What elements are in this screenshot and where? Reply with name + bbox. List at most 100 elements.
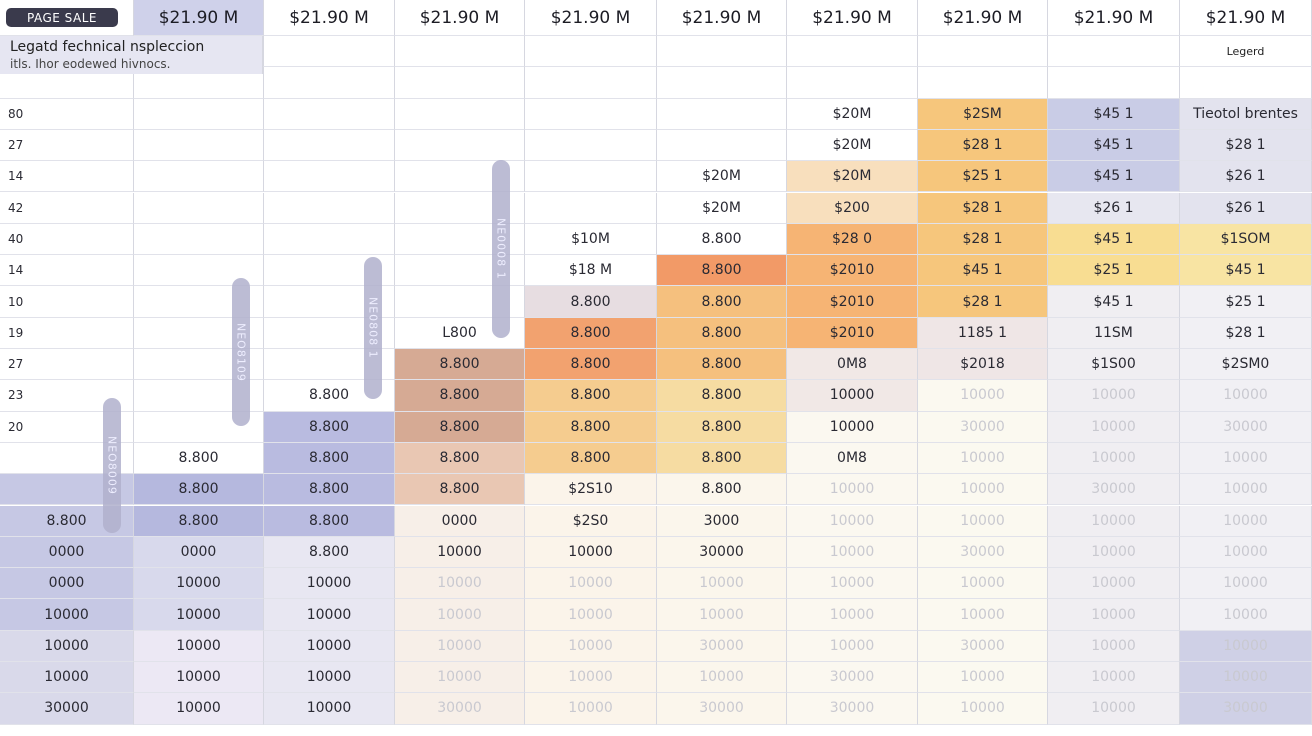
table-cell: $45 1 xyxy=(1048,286,1180,318)
table-cell: 10000 xyxy=(1048,442,1180,475)
table-cell: 10000 xyxy=(525,599,657,631)
table-cell: 10000 xyxy=(1180,568,1312,600)
table-cell xyxy=(525,129,657,162)
table-cell: 30000 xyxy=(657,536,787,569)
table-cell: 8.800 xyxy=(657,411,787,443)
series-marker: NEO8009 xyxy=(103,398,121,533)
table-cell: 10000 xyxy=(918,442,1048,475)
table-cell: $25 1 xyxy=(918,161,1048,193)
column-header[interactable]: $21.90 M xyxy=(918,0,1048,36)
table-cell: $45 1 xyxy=(1048,129,1180,162)
table-cell: 30000 xyxy=(918,630,1048,662)
column-header[interactable]: $21.90 M xyxy=(787,0,918,36)
table-cell: 10000 xyxy=(1180,599,1312,631)
table-cell: 30000 xyxy=(657,693,787,725)
table-cell: 0M8 xyxy=(787,349,918,381)
table-cell: $45 1 xyxy=(1180,255,1312,287)
table-cell xyxy=(134,161,264,193)
table-cell: 30000 xyxy=(0,693,134,725)
table-cell xyxy=(525,192,657,224)
table-cell: 8.800 xyxy=(657,349,787,381)
table-cell: 10000 xyxy=(1048,630,1180,662)
column-header[interactable]: $21.90 M xyxy=(395,0,525,36)
table-cell xyxy=(134,129,264,162)
table-cell xyxy=(918,36,1048,68)
table-cell: 10000 xyxy=(264,662,395,694)
table-cell: 8.800 xyxy=(657,286,787,318)
table-cell: $26 1 xyxy=(1048,192,1180,224)
table-cell: 8.800 xyxy=(657,442,787,475)
table-cell: 10000 xyxy=(657,568,787,600)
table-cell: 10000 xyxy=(918,568,1048,600)
table-cell: 30000 xyxy=(918,411,1048,443)
table-cell xyxy=(264,129,395,162)
table-cell: 30000 xyxy=(395,693,525,725)
table-cell: 10000 xyxy=(264,568,395,600)
table-cell: 8.800 xyxy=(657,255,787,287)
table-cell xyxy=(395,67,525,99)
table-cell xyxy=(134,223,264,256)
row-label: 10 xyxy=(0,286,134,318)
table-cell: 10000 xyxy=(1180,662,1312,694)
table-cell: 10000 xyxy=(1048,599,1180,631)
column-header[interactable]: $21.90 M xyxy=(264,0,395,36)
table-cell: $28 1 xyxy=(918,129,1048,162)
column-header[interactable]: $21.90 M xyxy=(1180,0,1312,36)
table-cell: 10000 xyxy=(525,536,657,569)
table-cell: 10000 xyxy=(918,693,1048,725)
table-cell: 10000 xyxy=(1180,536,1312,569)
table-cell xyxy=(525,67,657,99)
table-cell xyxy=(525,98,657,130)
table-cell: $45 1 xyxy=(1048,223,1180,256)
table-cell: 8.800 xyxy=(525,411,657,443)
table-cell: $28 1 xyxy=(918,286,1048,318)
table-cell: 8.800 xyxy=(525,286,657,318)
column-header[interactable]: $21.90 M xyxy=(1048,0,1180,36)
table-cell: 10000 xyxy=(1048,693,1180,725)
table-cell xyxy=(264,67,395,99)
table-cell xyxy=(657,129,787,162)
table-cell xyxy=(264,98,395,130)
column-header[interactable]: $21.90 M xyxy=(657,0,787,36)
table-cell: 8.800 xyxy=(525,380,657,412)
page-badge[interactable]: PAGE SALE xyxy=(6,8,118,27)
table-cell: $2018 xyxy=(918,349,1048,381)
table-cell: 10000 xyxy=(395,536,525,569)
table-cell xyxy=(657,67,787,99)
table-cell: Tieotol brentes xyxy=(1180,98,1312,130)
table-cell: 10000 xyxy=(657,662,787,694)
row-label: 14 xyxy=(0,161,134,193)
table-cell: $2SM0 xyxy=(1180,349,1312,381)
table-cell: 0M8 xyxy=(787,442,918,475)
table-cell: 0000 xyxy=(134,536,264,569)
table-cell: 8.800 xyxy=(264,442,395,475)
table-cell xyxy=(1180,67,1312,99)
table-cell: 10000 xyxy=(134,630,264,662)
column-header[interactable]: $21.90 M xyxy=(525,0,657,36)
row-label: 80 xyxy=(0,98,134,130)
table-cell: 30000 xyxy=(657,630,787,662)
series-marker: NE0008 1 xyxy=(492,160,510,338)
table-cell: 10000 xyxy=(787,536,918,569)
column-header[interactable]: $21.90 M xyxy=(134,0,264,36)
table-cell: 10000 xyxy=(787,411,918,443)
table-cell: 10000 xyxy=(1180,380,1312,412)
table-cell: 10000 xyxy=(1180,474,1312,506)
table-cell xyxy=(264,161,395,193)
table-cell: 10000 xyxy=(395,599,525,631)
table-cell: 8.800 xyxy=(134,442,264,475)
table-cell xyxy=(787,36,918,68)
table-cell: 8.800 xyxy=(395,349,525,381)
table-cell: $1SOM xyxy=(1180,223,1312,256)
table-cell: 10000 xyxy=(918,599,1048,631)
table-cell: 10000 xyxy=(657,599,787,631)
table-cell: 10000 xyxy=(264,693,395,725)
table-cell: $200 xyxy=(787,192,918,224)
table-cell: 10000 xyxy=(264,599,395,631)
table-cell xyxy=(264,36,395,68)
table-cell xyxy=(787,67,918,99)
table-cell: 10000 xyxy=(0,630,134,662)
row-label: 14 xyxy=(0,255,134,287)
row-label: 27 xyxy=(0,349,134,381)
